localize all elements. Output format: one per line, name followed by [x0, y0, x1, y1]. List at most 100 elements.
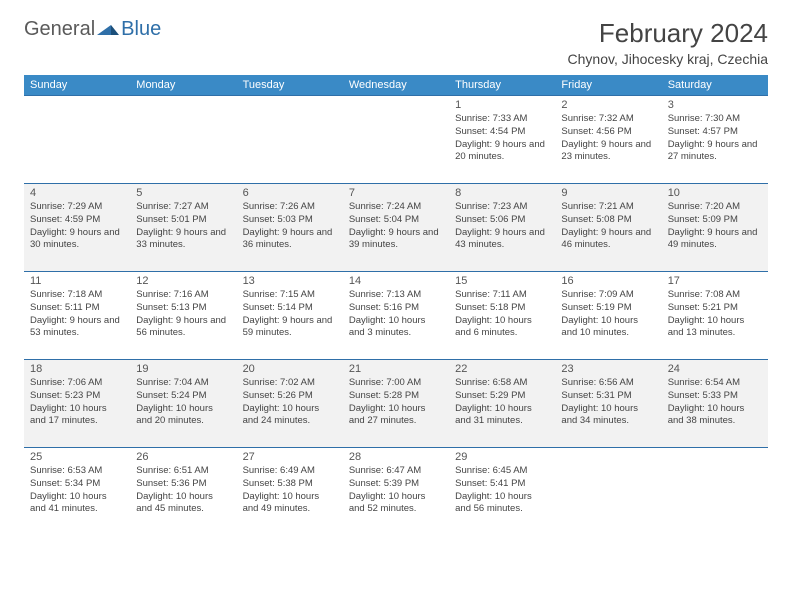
daylight-line: Daylight: 9 hours and 56 minutes.: [136, 315, 230, 341]
daylight-line: Daylight: 9 hours and 36 minutes.: [243, 227, 337, 253]
daylight-line: Daylight: 10 hours and 38 minutes.: [668, 403, 762, 429]
daylight-line: Daylight: 9 hours and 39 minutes.: [349, 227, 443, 253]
sunset-line: Sunset: 5:26 PM: [243, 390, 337, 403]
location: Chynov, Jihocesky kraj, Czechia: [568, 51, 768, 67]
calendar-cell: [130, 96, 236, 184]
col-monday: Monday: [130, 75, 236, 96]
calendar-cell: 8Sunrise: 7:23 AMSunset: 5:06 PMDaylight…: [449, 184, 555, 272]
sunrise-line: Sunrise: 6:47 AM: [349, 465, 443, 478]
sunrise-line: Sunrise: 7:30 AM: [668, 113, 762, 126]
daylight-line: Daylight: 9 hours and 53 minutes.: [30, 315, 124, 341]
daylight-line: Daylight: 9 hours and 49 minutes.: [668, 227, 762, 253]
daylight-line: Daylight: 10 hours and 52 minutes.: [349, 491, 443, 517]
sunrise-line: Sunrise: 7:29 AM: [30, 201, 124, 214]
title-block: February 2024 Chynov, Jihocesky kraj, Cz…: [568, 18, 768, 67]
calendar-cell: 17Sunrise: 7:08 AMSunset: 5:21 PMDayligh…: [662, 272, 768, 360]
calendar-cell: 1Sunrise: 7:33 AMSunset: 4:54 PMDaylight…: [449, 96, 555, 184]
sunset-line: Sunset: 5:18 PM: [455, 302, 549, 315]
sunrise-line: Sunrise: 7:24 AM: [349, 201, 443, 214]
calendar-cell: 22Sunrise: 6:58 AMSunset: 5:29 PMDayligh…: [449, 360, 555, 448]
daylight-line: Daylight: 9 hours and 23 minutes.: [561, 139, 655, 165]
daylight-line: Daylight: 10 hours and 10 minutes.: [561, 315, 655, 341]
sunset-line: Sunset: 5:24 PM: [136, 390, 230, 403]
calendar-row: 25Sunrise: 6:53 AMSunset: 5:34 PMDayligh…: [24, 448, 768, 536]
sunrise-line: Sunrise: 7:11 AM: [455, 289, 549, 302]
sunrise-line: Sunrise: 7:23 AM: [455, 201, 549, 214]
daylight-line: Daylight: 10 hours and 34 minutes.: [561, 403, 655, 429]
daylight-line: Daylight: 10 hours and 6 minutes.: [455, 315, 549, 341]
calendar-cell: 15 Sunrise: 7:11 AMSunset: 5:18 PMDayligh…: [449, 272, 555, 360]
sunset-line: Sunset: 5:31 PM: [561, 390, 655, 403]
calendar-cell: 13Sunrise: 7:15 AMSunset: 5:14 PMDayligh…: [237, 272, 343, 360]
day-number: 8: [455, 187, 549, 199]
sunrise-line: Sunrise: 7:20 AM: [668, 201, 762, 214]
calendar-cell: 20 Sunrise: 7:02 AMSunset: 5:26 PMDayligh…: [237, 360, 343, 448]
sunset-line: Sunset: 5:16 PM: [349, 302, 443, 315]
day-number: 22: [455, 363, 549, 375]
calendar-header-row: Sunday Monday Tuesday Wednesday Thursday…: [24, 75, 768, 96]
sunset-line: Sunset: 4:56 PM: [561, 126, 655, 139]
calendar-row: 11Sunrise: 7:18 AMSunset: 5:11 PMDayligh…: [24, 272, 768, 360]
sunset-line: Sunset: 5:04 PM: [349, 214, 443, 227]
day-number: 25: [30, 451, 124, 463]
sunrise-line: Sunrise: 7:13 AM: [349, 289, 443, 302]
day-number: 19: [136, 363, 230, 375]
calendar-cell: [662, 448, 768, 536]
sunset-line: Sunset: 5:36 PM: [136, 478, 230, 491]
daylight-line: Daylight: 9 hours and 59 minutes.: [243, 315, 337, 341]
calendar-row: 4Sunrise: 7:29 AMSunset: 4:59 PMDaylight…: [24, 184, 768, 272]
sunset-line: Sunset: 5:38 PM: [243, 478, 337, 491]
calendar-cell: 7 Sunrise: 7:24 AMSunset: 5:04 PMDaylight…: [343, 184, 449, 272]
sunrise-line: Sunrise: 6:58 AM: [455, 377, 549, 390]
sunrise-line: Sunrise: 6:56 AM: [561, 377, 655, 390]
calendar-cell: 25 Sunrise: 6:53 AMSunset: 5:34 PMDayligh…: [24, 448, 130, 536]
sunset-line: Sunset: 5:34 PM: [30, 478, 124, 491]
day-number: 14: [349, 275, 443, 287]
sunrise-line: Sunrise: 6:53 AM: [30, 465, 124, 478]
day-number: 3: [668, 99, 762, 111]
calendar-cell: 3Sunrise: 7:30 AMSunset: 4:57 PMDaylight…: [662, 96, 768, 184]
sunrise-line: Sunrise: 7:18 AM: [30, 289, 124, 302]
sunset-line: Sunset: 5:13 PM: [136, 302, 230, 315]
logo-text-blue: Blue: [121, 18, 161, 41]
day-number: 10: [668, 187, 762, 199]
sunset-line: Sunset: 5:41 PM: [455, 478, 549, 491]
calendar-cell: 24Sunrise: 6:54 AMSunset: 5:33 PMDayligh…: [662, 360, 768, 448]
day-number: 21: [349, 363, 443, 375]
day-number: 7: [349, 187, 443, 199]
calendar-cell: 19Sunrise: 7:04 AMSunset: 5:24 PMDayligh…: [130, 360, 236, 448]
calendar-cell: 12Sunrise: 7:16 AMSunset: 5:13 PMDayligh…: [130, 272, 236, 360]
daylight-line: Daylight: 9 hours and 30 minutes.: [30, 227, 124, 253]
sunrise-line: Sunrise: 6:49 AM: [243, 465, 337, 478]
calendar-cell: 9Sunrise: 7:21 AMSunset: 5:08 PMDaylight…: [555, 184, 661, 272]
sunrise-line: Sunrise: 7:02 AM: [243, 377, 337, 390]
daylight-line: Daylight: 10 hours and 3 minutes.: [349, 315, 443, 341]
sunset-line: Sunset: 4:59 PM: [30, 214, 124, 227]
day-number: 9: [561, 187, 655, 199]
daylight-line: Daylight: 10 hours and 17 minutes.: [30, 403, 124, 429]
sunrise-line: Sunrise: 7:33 AM: [455, 113, 549, 126]
day-number: 12: [136, 275, 230, 287]
daylight-line: Daylight: 10 hours and 41 minutes.: [30, 491, 124, 517]
sunrise-line: Sunrise: 7:06 AM: [30, 377, 124, 390]
day-number: 28: [349, 451, 443, 463]
day-number: 20: [243, 363, 337, 375]
day-number: 15: [455, 275, 549, 287]
sunrise-line: Sunrise: 7:26 AM: [243, 201, 337, 214]
calendar-cell: 4Sunrise: 7:29 AMSunset: 4:59 PMDaylight…: [24, 184, 130, 272]
day-number: 1: [455, 99, 549, 111]
calendar-cell: 2Sunrise: 7:32 AMSunset: 4:56 PMDaylight…: [555, 96, 661, 184]
daylight-line: Daylight: 10 hours and 13 minutes.: [668, 315, 762, 341]
header: General Blue February 2024 Chynov, Jihoc…: [24, 18, 768, 67]
calendar-cell: 23Sunrise: 6:56 AMSunset: 5:31 PMDayligh…: [555, 360, 661, 448]
logo-text-general: General: [24, 18, 95, 41]
logo: General Blue: [24, 18, 161, 41]
daylight-line: Daylight: 10 hours and 24 minutes.: [243, 403, 337, 429]
calendar-cell: 26Sunrise: 6:51 AMSunset: 5:36 PMDayligh…: [130, 448, 236, 536]
day-number: 16: [561, 275, 655, 287]
sunset-line: Sunset: 5:08 PM: [561, 214, 655, 227]
daylight-line: Daylight: 10 hours and 45 minutes.: [136, 491, 230, 517]
calendar-cell: [343, 96, 449, 184]
sunrise-line: Sunrise: 7:15 AM: [243, 289, 337, 302]
calendar-cell: 14 Sunrise: 7:13 AMSunset: 5:16 PMDayligh…: [343, 272, 449, 360]
